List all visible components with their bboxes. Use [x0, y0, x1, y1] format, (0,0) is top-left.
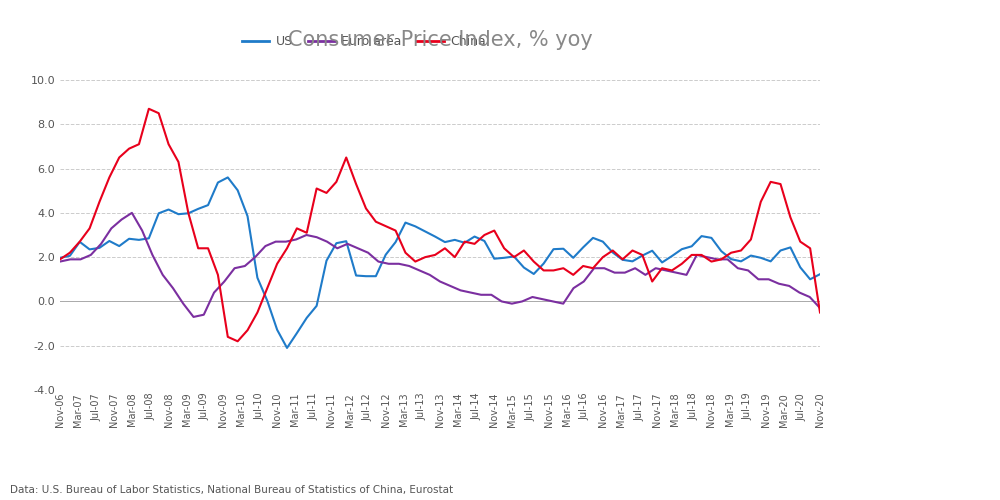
Text: FxPro: FxPro — [865, 79, 955, 107]
Text: Consumer Price Index, % yoy: Consumer Price Index, % yoy — [288, 30, 592, 50]
Legend: US, Euro area, China: US, Euro area, China — [237, 30, 491, 54]
Text: Data: U.S. Bureau of Labor Statistics, National Bureau of Statistics of China, E: Data: U.S. Bureau of Labor Statistics, N… — [10, 485, 453, 495]
Text: Trade Like a Pro: Trade Like a Pro — [860, 142, 960, 156]
